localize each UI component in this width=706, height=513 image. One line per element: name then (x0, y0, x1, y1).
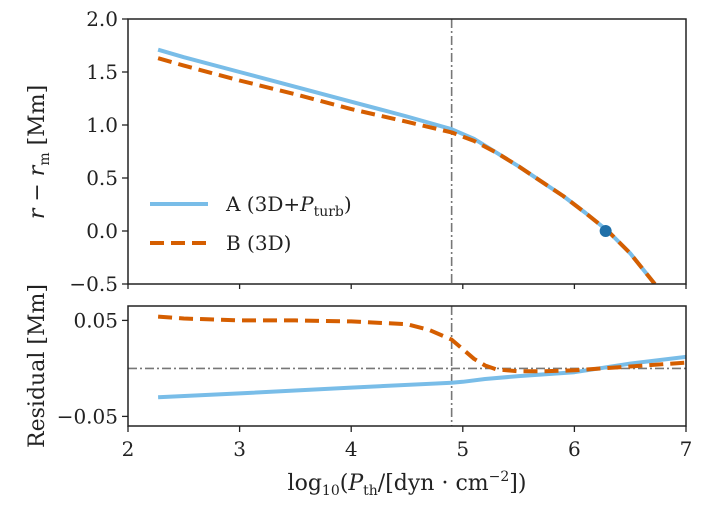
xlabel: log10(Pth/[dyn · cm−2]) (288, 469, 527, 499)
top-marker-point (599, 225, 612, 237)
legend-a-label: A (3D+Pturb) (225, 192, 352, 220)
bottom-series-a-line (158, 354, 686, 400)
top-ytick-label: −0.5 (69, 272, 118, 296)
bottom-series-b-line (157, 314, 686, 374)
top-ylabel: r − rm [Mm] (25, 85, 53, 219)
top-ytick-label: 1.0 (86, 113, 118, 137)
top-ytick-label: 0.0 (86, 219, 118, 243)
top-ytick-label: 1.5 (86, 60, 118, 84)
bottom-xtick-label: 5 (456, 437, 469, 461)
bottom-ytick-label: −0.05 (57, 404, 118, 428)
top-series-b-line (157, 56, 657, 284)
top-ytick-label: 0.5 (86, 166, 118, 190)
bottom-xtick-label: 2 (122, 437, 135, 461)
bottom-ylabel: Residual [Mm] (25, 284, 50, 448)
bottom-xtick-label: 3 (233, 437, 246, 461)
bottom-panel: −0.05 0.05 2 3 4 5 6 7 (57, 305, 693, 461)
top-frame (127, 18, 687, 285)
bottom-xtick-label: 6 (568, 437, 581, 461)
top-ytick-label: 2.0 (86, 7, 118, 31)
labels: r − rm [Mm] Residual [Mm] log10(Pth/[dyn ·… (25, 85, 526, 499)
bottom-frame (127, 305, 687, 427)
bottom-xtick-label: 7 (680, 437, 693, 461)
legend-b-label: B (3D) (226, 231, 291, 255)
bottom-ytick-label: 0.05 (73, 308, 118, 332)
bottom-xtick-label: 4 (345, 437, 358, 461)
top-panel: −0.5 0.0 0.5 1.0 1.5 2.0 (69, 7, 687, 296)
